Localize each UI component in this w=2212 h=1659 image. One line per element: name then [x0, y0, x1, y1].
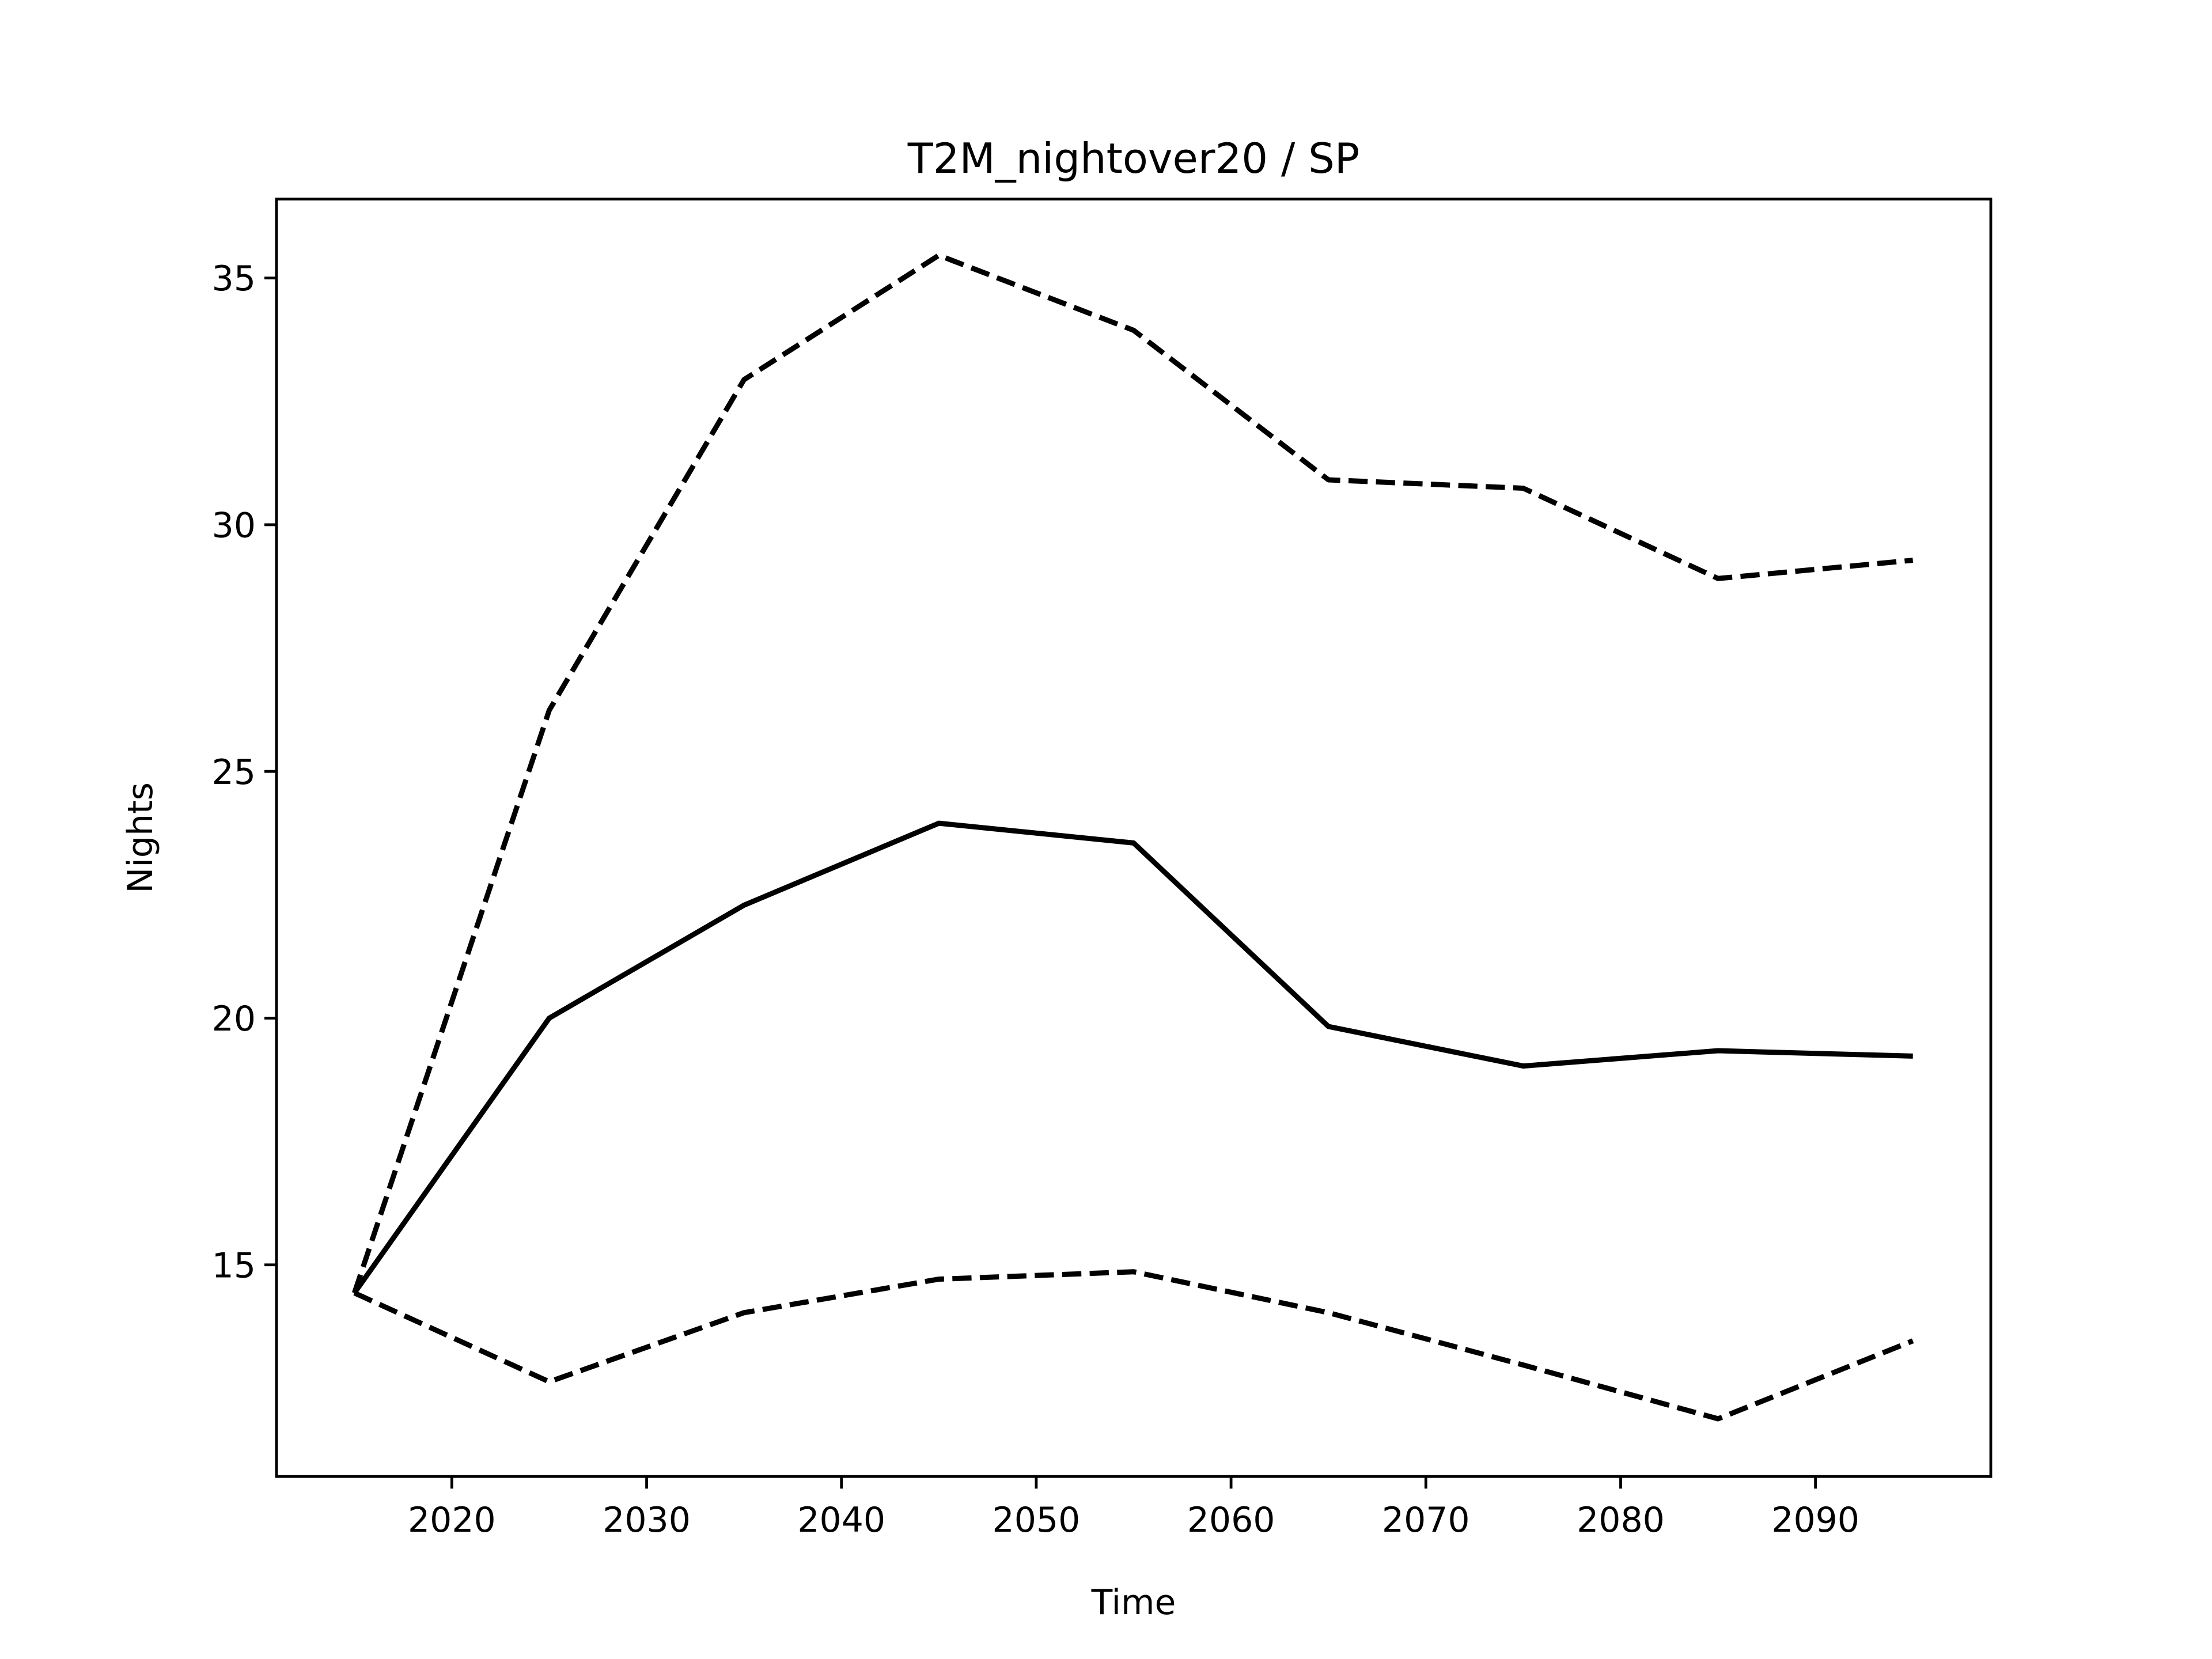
y-axis-label: Nights — [120, 782, 161, 893]
x-tick-label: 2050 — [993, 1500, 1081, 1540]
chart-title: T2M_nightover20 / SP — [907, 134, 1359, 183]
x-tick-label: 2070 — [1382, 1500, 1470, 1540]
data-line — [352, 820, 1913, 1295]
y-tick-label: 30 — [212, 506, 256, 546]
y-tick-label: 20 — [212, 999, 256, 1039]
x-tick-label: 2090 — [1771, 1500, 1859, 1540]
x-tick-label: 2020 — [408, 1500, 496, 1540]
y-tick-label: 35 — [212, 259, 256, 299]
plot-frame — [275, 198, 1993, 1478]
x-tick-label: 2030 — [603, 1500, 691, 1540]
y-tick-label: 25 — [212, 752, 256, 793]
x-tick-label: 2040 — [797, 1500, 885, 1540]
x-axis-label: Time — [1091, 1582, 1176, 1623]
x-tick-label: 2080 — [1577, 1500, 1665, 1540]
y-tick-label: 15 — [212, 1245, 256, 1286]
data-line — [352, 252, 1914, 1294]
x-tick-label: 2060 — [1187, 1500, 1275, 1540]
data-line — [353, 1269, 1914, 1422]
